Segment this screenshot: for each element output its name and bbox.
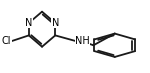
- Text: NH: NH: [75, 36, 90, 46]
- Text: N: N: [52, 18, 59, 28]
- Text: N: N: [25, 18, 33, 28]
- Text: Cl: Cl: [2, 36, 11, 46]
